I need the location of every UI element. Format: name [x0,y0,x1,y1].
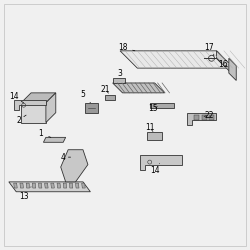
Polygon shape [105,95,115,100]
Polygon shape [150,103,174,108]
Polygon shape [51,183,54,188]
Polygon shape [113,83,164,93]
Text: 22: 22 [204,110,214,120]
Text: 18: 18 [118,42,135,52]
Text: 14: 14 [150,163,160,175]
Bar [202,115,206,120]
Polygon shape [113,78,125,83]
Text: 17: 17 [204,42,214,56]
Polygon shape [140,155,182,170]
Polygon shape [63,183,67,188]
Polygon shape [216,51,234,76]
Text: 4: 4 [61,153,70,162]
Polygon shape [229,58,236,80]
Text: 2: 2 [16,115,26,124]
Text: 16: 16 [218,60,228,69]
Bar [209,115,214,120]
Bar [194,115,199,120]
Polygon shape [187,113,216,125]
Text: 3: 3 [118,68,125,83]
Polygon shape [46,93,56,122]
Polygon shape [20,183,24,188]
Polygon shape [57,183,60,188]
Polygon shape [86,103,98,113]
Text: 1: 1 [38,129,51,138]
Polygon shape [32,183,36,188]
Polygon shape [21,93,56,103]
Polygon shape [9,182,90,192]
Polygon shape [44,137,66,142]
Text: 15: 15 [148,104,158,114]
Text: 5: 5 [80,90,90,103]
Polygon shape [26,183,30,188]
Text: 13: 13 [19,187,31,201]
Polygon shape [70,183,73,188]
Polygon shape [21,103,46,122]
Polygon shape [45,183,48,188]
Polygon shape [120,51,234,68]
Polygon shape [38,183,42,188]
Polygon shape [14,100,46,110]
Text: 14: 14 [9,92,24,103]
Text: 21: 21 [100,85,110,94]
Polygon shape [76,183,79,188]
Text: 11: 11 [145,123,154,132]
Polygon shape [61,150,88,182]
Polygon shape [14,183,17,188]
Polygon shape [147,132,162,140]
Polygon shape [82,183,85,188]
